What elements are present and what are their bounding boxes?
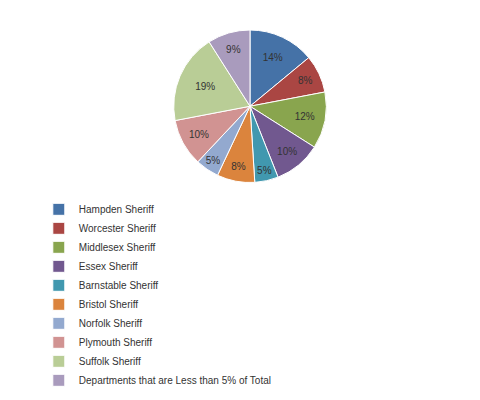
svg-text:Barnstable Sheriff: Barnstable Sheriff (79, 280, 159, 291)
svg-text:10%: 10% (189, 129, 209, 140)
svg-text:Middlesex Sheriff: Middlesex Sheriff (79, 242, 156, 253)
svg-text:Norfolk Sheriff: Norfolk Sheriff (79, 318, 142, 329)
svg-text:14%: 14% (263, 52, 283, 63)
svg-text:Departments that are Less than: Departments that are Less than 5% of Tot… (79, 375, 271, 386)
svg-text:Hampden Sheriff: Hampden Sheriff (79, 204, 154, 215)
svg-text:8%: 8% (298, 75, 313, 86)
svg-text:12%: 12% (295, 111, 315, 122)
svg-text:5%: 5% (257, 165, 272, 176)
svg-text:Essex Sheriff: Essex Sheriff (79, 261, 138, 272)
svg-text:Plymouth Sheriff: Plymouth Sheriff (79, 337, 152, 348)
svg-text:8%: 8% (231, 161, 246, 172)
svg-text:5%: 5% (206, 155, 221, 166)
svg-text:Bristol Sheriff: Bristol Sheriff (79, 299, 139, 310)
svg-text:Worcester Sheriff: Worcester Sheriff (79, 223, 156, 234)
svg-text:10%: 10% (277, 146, 297, 157)
svg-text:9%: 9% (226, 44, 241, 55)
svg-text:Suffolk Sheriff: Suffolk Sheriff (79, 356, 141, 367)
svg-text:19%: 19% (195, 81, 215, 92)
